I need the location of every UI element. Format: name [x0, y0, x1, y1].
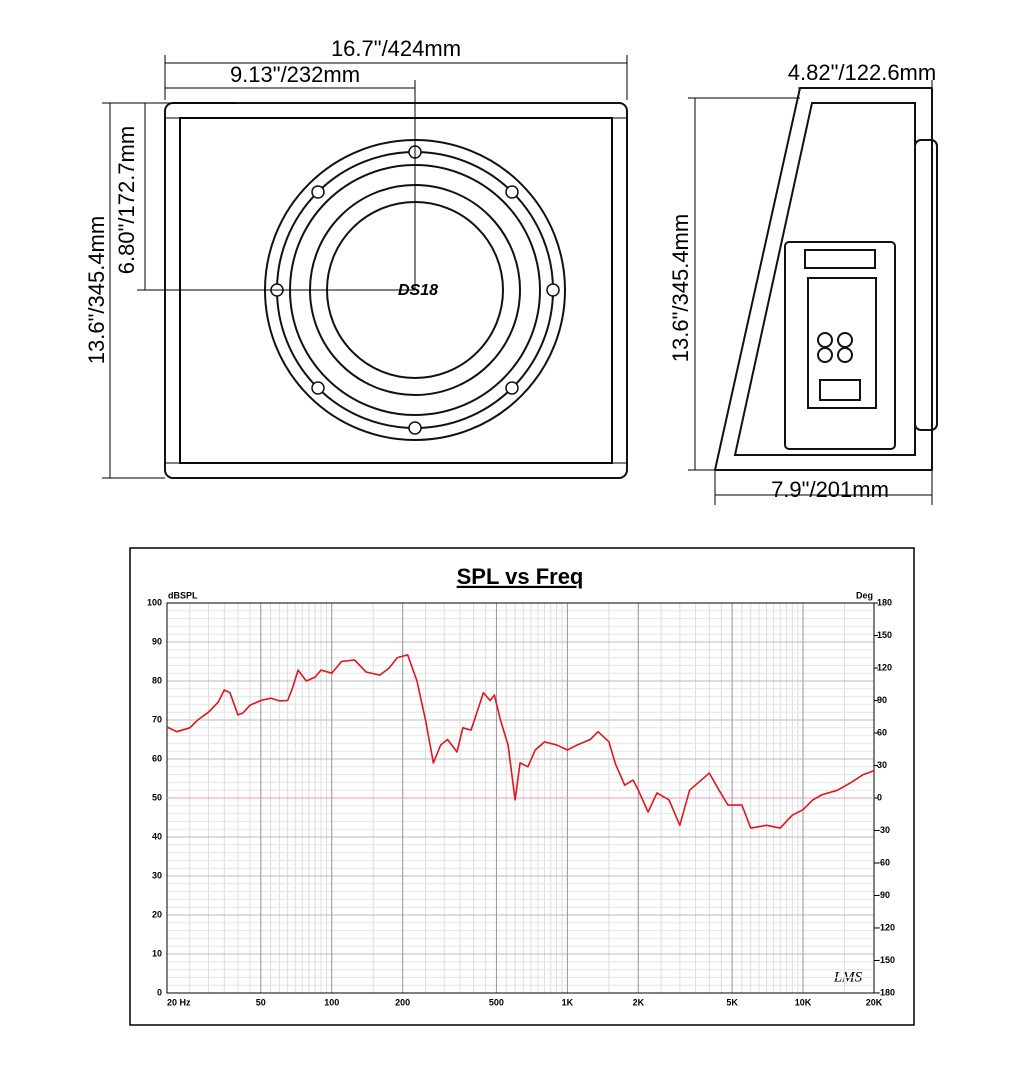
- dimension-label: 7.9"/201mm: [771, 477, 889, 502]
- y-axis-label: dBSPL: [168, 590, 198, 600]
- x-tick-label: 5K: [726, 997, 738, 1007]
- y2-tick-label: 0: [877, 792, 882, 802]
- y-tick-label: 70: [152, 714, 162, 724]
- x-tick-label: 1K: [562, 997, 574, 1007]
- y-tick-label: 90: [152, 636, 162, 646]
- y2-tick-label: -60: [877, 857, 890, 867]
- dimension-label: 13.6"/345.4mm: [668, 214, 693, 362]
- chart-title: SPL vs Freq: [457, 564, 584, 589]
- dimension-label: 4.82"/122.6mm: [788, 60, 936, 85]
- y2-tick-label: -120: [877, 922, 895, 932]
- y-tick-label: 80: [152, 675, 162, 685]
- y2-axis-label: Deg: [856, 590, 873, 600]
- y2-tick-label: 60: [877, 727, 887, 737]
- y2-tick-label: -90: [877, 890, 890, 900]
- x-tick-label: 50: [256, 997, 266, 1007]
- y2-tick-label: -180: [877, 987, 895, 997]
- x-tick-label: 20K: [866, 997, 883, 1007]
- y2-tick-label: 120: [877, 662, 892, 672]
- y-tick-label: 0: [157, 987, 162, 997]
- y2-tick-label: 30: [877, 760, 887, 770]
- logo: DS18: [398, 282, 438, 299]
- y-tick-label: 10: [152, 948, 162, 958]
- x-tick-label: 10K: [795, 997, 812, 1007]
- plot: 0 10 20 30 40 50 60 70 80 90 100 -180 -150 -120 -90 -60…: [147, 597, 895, 1007]
- y-tick-label: 100: [147, 597, 162, 607]
- dimension-label: 9.13"/232mm: [230, 62, 360, 87]
- y-tick-label: 20: [152, 909, 162, 919]
- side-view: [714, 87, 938, 471]
- x-tick-label: 2K: [633, 997, 645, 1007]
- y2-tick-label: 90: [877, 695, 887, 705]
- dimension-label: 16.7"/424mm: [331, 36, 461, 61]
- x-tick-label: 500: [489, 997, 504, 1007]
- y2-tick-label: 180: [877, 597, 892, 607]
- dimension-label: 13.6"/345.4mm: [84, 216, 109, 364]
- y-tick-label: 60: [152, 753, 162, 763]
- y-tick-label: 40: [152, 831, 162, 841]
- y-tick-label: 50: [152, 792, 162, 802]
- dimension-label: 6.80"/172.7mm: [114, 126, 139, 274]
- series-line: [166, 654, 875, 829]
- x-tick-label: 100: [324, 997, 339, 1007]
- x-tick-label: 200: [395, 997, 410, 1007]
- y2-tick-label: -150: [877, 955, 895, 965]
- chart-frame: [129, 547, 915, 1026]
- y-tick-label: 30: [152, 870, 162, 880]
- y2-tick-label: 150: [877, 630, 892, 640]
- y2-tick-label: -30: [877, 825, 890, 835]
- x-tick-label: 20 Hz: [167, 997, 191, 1007]
